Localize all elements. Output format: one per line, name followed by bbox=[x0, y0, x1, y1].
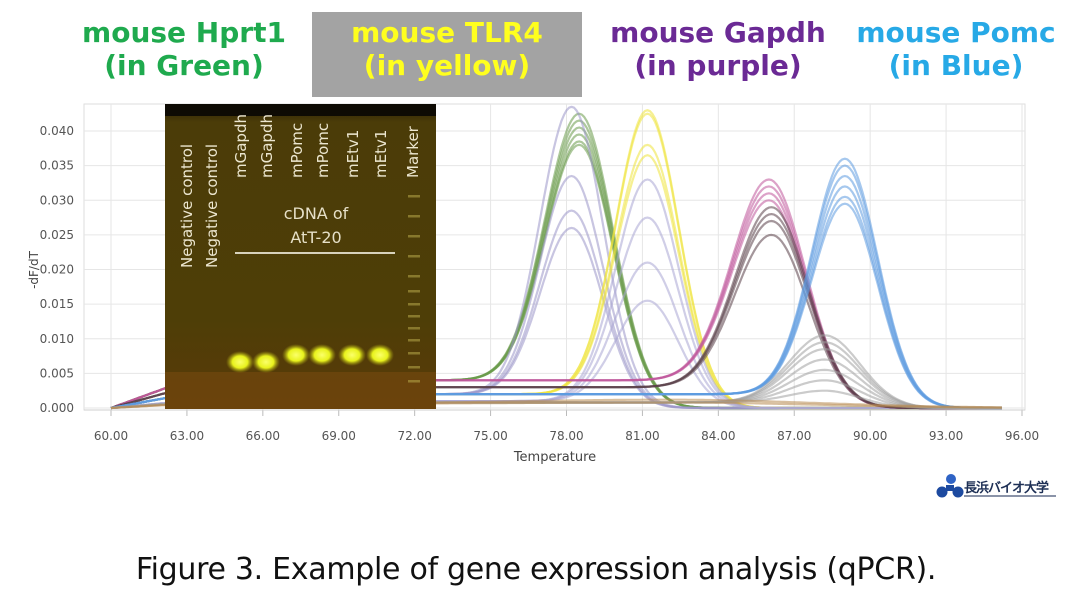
gel-band bbox=[366, 344, 394, 366]
figure-caption: Figure 3. Example of gene expression ana… bbox=[135, 552, 937, 587]
marker-ladder-band bbox=[408, 327, 420, 330]
melt-curve-chart: 0.000 0.005 0.010 0.015 0.020 0.025 0.030 0.035… bbox=[27, 103, 1039, 465]
logo-mark-icon bbox=[936, 474, 964, 498]
gel-bands bbox=[226, 344, 394, 373]
gel-lane-label: mEtv1 bbox=[344, 130, 362, 178]
legend-tlr4-line1: mouse TLR4 bbox=[351, 16, 543, 49]
gel-lane-label: mPomc bbox=[288, 123, 306, 178]
logo-subtitle-bar bbox=[964, 495, 1056, 497]
gel-band bbox=[338, 344, 366, 366]
legend-gapdh-line2: (in purple) bbox=[634, 49, 802, 82]
y-tick-label: 0.010 bbox=[40, 332, 74, 346]
marker-ladder-band bbox=[408, 195, 420, 198]
gel-lane-label: Negative control bbox=[178, 144, 196, 268]
gel-annotation-line1: cDNA of bbox=[284, 204, 349, 223]
marker-ladder-band bbox=[408, 315, 420, 318]
gel-lane-label: mGapdh bbox=[232, 114, 250, 178]
x-tick-label: 81.00 bbox=[625, 429, 659, 443]
legend-gapdh: mouse Gapdh (in purple) bbox=[596, 12, 840, 101]
x-tick-label: 90.00 bbox=[853, 429, 887, 443]
legend-pomc-line1: mouse Pomc bbox=[856, 16, 1056, 49]
marker-ladder-band bbox=[408, 380, 420, 383]
legend-tlr4: mouse TLR4 (in yellow) bbox=[312, 12, 582, 97]
x-tick-label: 75.00 bbox=[473, 429, 507, 443]
gel-annotation-line2: AtT-20 bbox=[290, 228, 341, 247]
x-tick-label: 87.00 bbox=[777, 429, 811, 443]
x-tick-label: 78.00 bbox=[549, 429, 583, 443]
x-tick-label: 66.00 bbox=[246, 429, 280, 443]
marker-ladder-band bbox=[408, 352, 420, 355]
legend-hprt1: mouse Hprt1 (in Green) bbox=[62, 12, 306, 101]
x-tick-label: 60.00 bbox=[94, 429, 128, 443]
y-tick-label: 0.030 bbox=[40, 193, 74, 207]
y-tick-label: 0.000 bbox=[40, 401, 74, 415]
x-tick-label: 69.00 bbox=[322, 429, 356, 443]
gel-band bbox=[226, 351, 254, 373]
marker-ladder-band bbox=[408, 235, 420, 238]
x-tick-label: 84.00 bbox=[701, 429, 735, 443]
x-axis: 60.00 63.00 66.00 69.00 72.00 75.00 78.00 81.00… bbox=[84, 409, 1039, 443]
x-tick-label: 93.00 bbox=[929, 429, 963, 443]
legend-pomc: mouse Pomc (in Blue) bbox=[843, 12, 1069, 101]
marker-ladder-band bbox=[408, 290, 420, 293]
legend-gapdh-line1: mouse Gapdh bbox=[610, 16, 826, 49]
marker-ladder-band bbox=[408, 275, 420, 278]
logo-text: 長浜バイオ大学 bbox=[964, 481, 1049, 496]
y-axis-label: -dF/dT bbox=[27, 250, 41, 289]
gel-band bbox=[252, 351, 280, 373]
gel-bottom-glow bbox=[165, 372, 436, 409]
gel-lane-label: mGapdh bbox=[258, 114, 276, 178]
legend-hprt1-line2: (in Green) bbox=[104, 49, 264, 82]
x-tick-label: 72.00 bbox=[397, 429, 431, 443]
y-tick-label: 0.040 bbox=[40, 124, 74, 138]
gel-lane-label: mEtv1 bbox=[372, 130, 390, 178]
y-tick-label: 0.035 bbox=[40, 159, 74, 173]
x-axis-label: Temperature bbox=[513, 450, 596, 465]
legend-tlr4-line2: (in yellow) bbox=[363, 49, 531, 82]
gel-wells bbox=[165, 104, 436, 116]
y-axis: 0.000 0.005 0.010 0.015 0.020 0.025 0.030 0.035… bbox=[40, 124, 74, 415]
gel-lane-label: Marker bbox=[404, 125, 422, 178]
marker-ladder-band bbox=[408, 215, 420, 218]
gel-band bbox=[308, 344, 336, 366]
gel-band bbox=[282, 344, 310, 366]
y-tick-label: 0.005 bbox=[40, 366, 74, 380]
y-tick-label: 0.015 bbox=[40, 297, 74, 311]
marker-ladder-band bbox=[408, 339, 420, 342]
legend-pomc-line2: (in Blue) bbox=[888, 49, 1024, 82]
x-tick-label: 96.00 bbox=[1005, 429, 1039, 443]
legend-hprt1-line1: mouse Hprt1 bbox=[82, 16, 286, 49]
x-tick-label: 63.00 bbox=[170, 429, 204, 443]
marker-ladder-band bbox=[408, 255, 420, 258]
marker-ladder bbox=[408, 195, 420, 383]
gel-lane-label: mPomc bbox=[314, 123, 332, 178]
gel-lane-labels: Negative control Negative control mGapdh mG… bbox=[178, 114, 422, 268]
university-logo: 長浜バイオ大学 bbox=[936, 472, 1062, 504]
marker-ladder-band bbox=[408, 366, 420, 369]
y-tick-label: 0.020 bbox=[40, 263, 74, 277]
y-tick-label: 0.025 bbox=[40, 228, 74, 242]
marker-ladder-band bbox=[408, 303, 420, 306]
gel-image: Negative control Negative control mGapdh mG… bbox=[165, 104, 436, 409]
gel-lane-label: Negative control bbox=[203, 144, 221, 268]
